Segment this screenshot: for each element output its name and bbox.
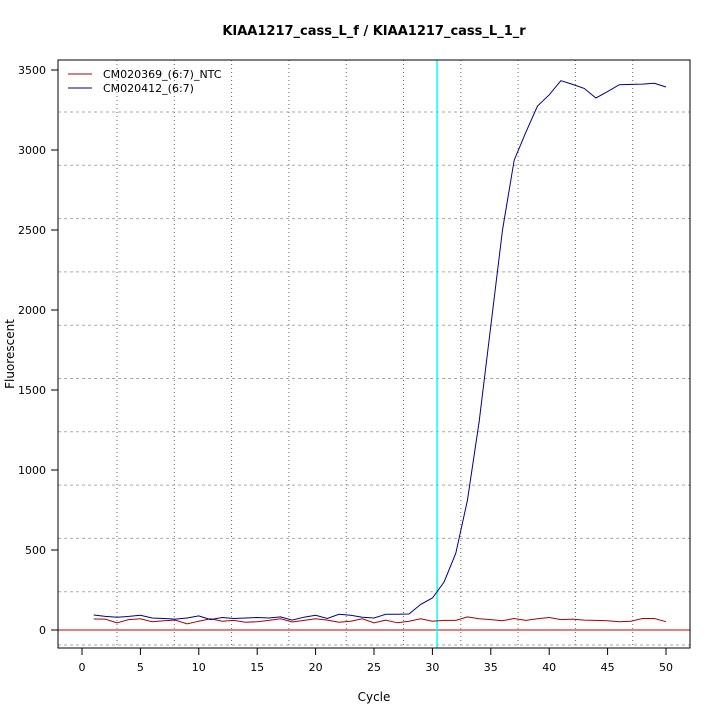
y-tick-label: 500 — [25, 544, 46, 557]
series-line-2 — [93, 80, 667, 621]
plot-frame — [57, 59, 691, 649]
x-tick-label: 40 — [542, 661, 556, 674]
x-tick-label: 10 — [192, 661, 206, 674]
x-tick-label: 0 — [79, 661, 86, 674]
x-tick-label: 25 — [367, 661, 381, 674]
y-tick-label: 1500 — [18, 384, 46, 397]
y-axis-label: Fluorescent — [3, 319, 17, 389]
x-axis: 0 5 10 15 20 25 30 35 40 45 50 — [79, 647, 673, 674]
y-tick-label: 3000 — [18, 144, 46, 157]
marks — [58, 60, 690, 648]
x-tick-label: 35 — [484, 661, 498, 674]
x-tick-label: 50 — [659, 661, 673, 674]
y-tick-label: 2000 — [18, 304, 46, 317]
x-axis-label: Cycle — [358, 690, 391, 704]
y-axis: 0 500 1000 1500 2000 2500 3000 3500 — [18, 64, 59, 637]
chart-title: KIAA1217_cass_L_f / KIAA1217_cass_L_1_r — [222, 24, 526, 39]
x-tick-label: 5 — [137, 661, 144, 674]
y-tick-label: 3500 — [18, 64, 46, 77]
x-tick-label: 20 — [309, 661, 323, 674]
y-tick-label: 2500 — [18, 224, 46, 237]
legend-label: CM020412_(6:7) — [103, 82, 194, 95]
grid — [58, 60, 691, 648]
y-tick-label: 0 — [39, 624, 46, 637]
legend-label: CM020369_(6:7)_NTC — [103, 68, 222, 81]
series-line-1 — [93, 616, 667, 625]
x-tick-label: 15 — [250, 661, 264, 674]
x-tick-label: 45 — [601, 661, 615, 674]
y-tick-label: 1000 — [18, 464, 46, 477]
x-tick-label: 30 — [425, 661, 439, 674]
